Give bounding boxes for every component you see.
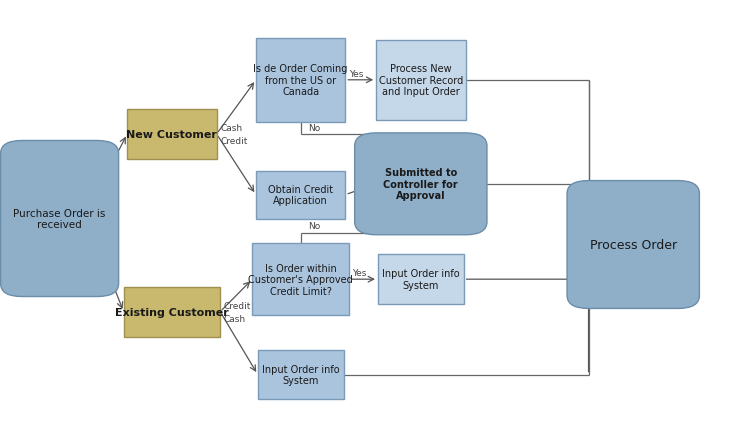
Text: Yes: Yes: [349, 70, 363, 78]
Text: Is Order within
Customer's Approved
Credit Limit?: Is Order within Customer's Approved Cred…: [249, 263, 353, 296]
FancyBboxPatch shape: [567, 181, 699, 309]
Text: Purchase Order is
received: Purchase Order is received: [13, 208, 106, 230]
Text: Submitted to
Controller for
Approval: Submitted to Controller for Approval: [383, 168, 458, 201]
FancyBboxPatch shape: [256, 171, 346, 219]
Text: Input Order info
System: Input Order info System: [382, 269, 459, 290]
Text: Credit: Credit: [220, 137, 248, 146]
Text: No: No: [308, 222, 320, 231]
FancyBboxPatch shape: [127, 110, 217, 159]
FancyBboxPatch shape: [376, 41, 466, 120]
Text: No: No: [308, 124, 320, 133]
Text: Process New
Customer Record
and Input Order: Process New Customer Record and Input Or…: [378, 64, 463, 97]
Text: Process Order: Process Order: [590, 238, 677, 251]
Text: Credit: Credit: [224, 301, 251, 310]
FancyBboxPatch shape: [252, 244, 349, 315]
FancyBboxPatch shape: [258, 350, 343, 399]
Text: Existing Customer: Existing Customer: [115, 307, 229, 317]
Text: Obtain Credit
Application: Obtain Credit Application: [268, 184, 333, 206]
FancyBboxPatch shape: [124, 287, 220, 337]
Text: Yes: Yes: [353, 268, 367, 277]
Text: Cash: Cash: [220, 124, 242, 133]
FancyBboxPatch shape: [354, 134, 487, 235]
FancyBboxPatch shape: [256, 39, 346, 123]
Text: Is de Order Coming
from the US or
Canada: Is de Order Coming from the US or Canada: [254, 64, 348, 97]
Text: New Customer: New Customer: [126, 130, 217, 140]
FancyBboxPatch shape: [1, 141, 119, 297]
FancyBboxPatch shape: [378, 254, 464, 304]
Text: Input Order info
System: Input Order info System: [262, 364, 340, 385]
Text: Cash: Cash: [224, 314, 246, 323]
